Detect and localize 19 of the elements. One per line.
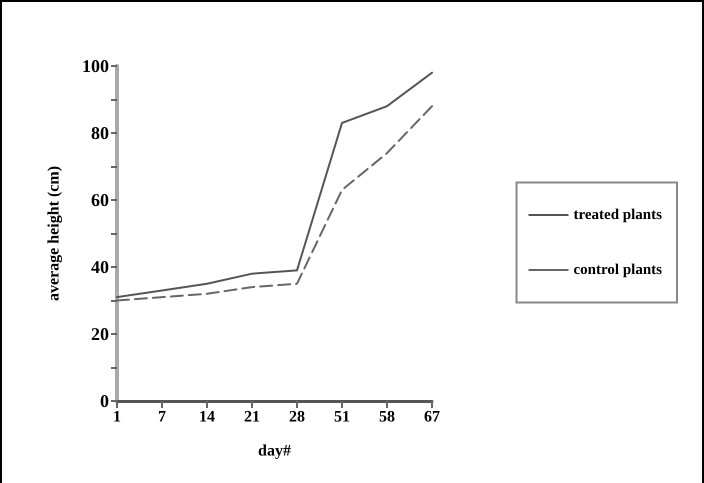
legend-label: control plants bbox=[574, 262, 662, 278]
line-series bbox=[116, 72, 433, 298]
y-tick-label: 20 bbox=[91, 324, 109, 344]
x-tick-label: 1 bbox=[113, 408, 121, 426]
y-tick-label: 0 bbox=[100, 391, 109, 411]
x-axis-title: day# bbox=[258, 442, 291, 460]
y-tick-label: 60 bbox=[91, 190, 109, 210]
x-tick-label: 58 bbox=[379, 408, 395, 426]
x-tick-label: 21 bbox=[244, 408, 260, 426]
y-axis-title: average height (cm) bbox=[46, 166, 62, 302]
x-tick-label: 7 bbox=[158, 408, 166, 426]
y-tick-label: 80 bbox=[91, 123, 109, 143]
y-tick-label: 100 bbox=[82, 56, 109, 76]
x-tick-label: 51 bbox=[334, 408, 350, 426]
x-tick-label: 14 bbox=[199, 408, 215, 426]
legend-label: treated plants bbox=[574, 207, 662, 223]
x-tick-label: 67 bbox=[424, 408, 440, 426]
y-tick-label: 40 bbox=[91, 257, 109, 277]
x-tick-label: 28 bbox=[289, 408, 305, 426]
